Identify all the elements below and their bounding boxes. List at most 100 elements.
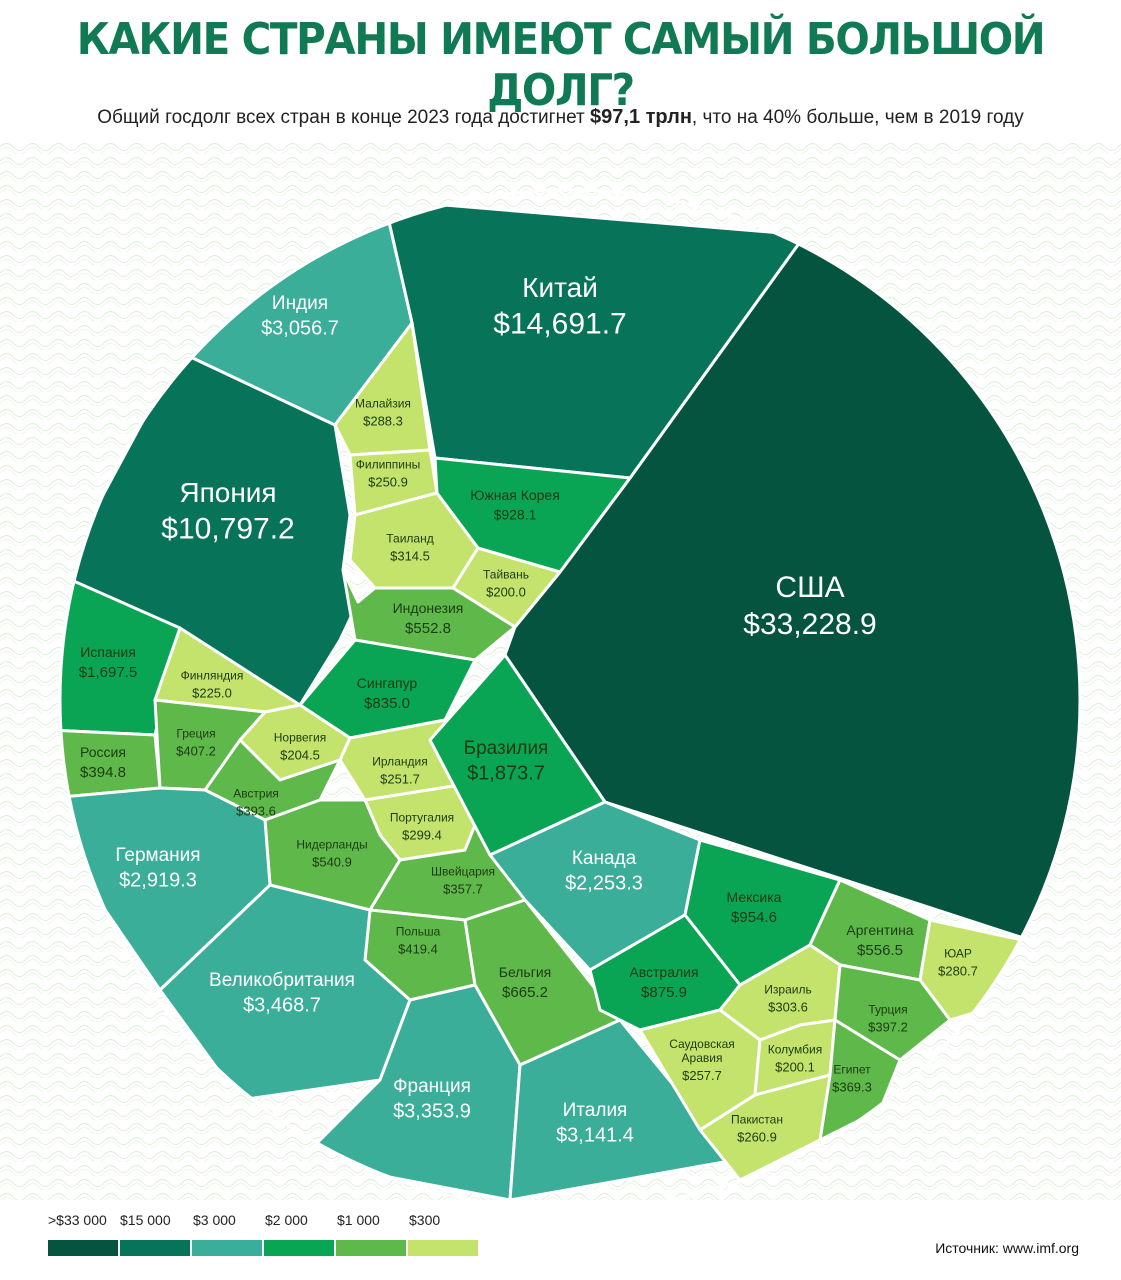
country-27-name-label: Бразилия bbox=[464, 738, 549, 759]
country-18-value-label: $299.4 bbox=[402, 827, 442, 842]
country-29-name-label: Мексика bbox=[727, 889, 782, 905]
country-33-name-label: Израиль bbox=[764, 982, 811, 996]
country-21-value-label: $2,919.3 bbox=[119, 870, 197, 892]
country-37-value-label: $369.3 bbox=[832, 1079, 872, 1094]
country-15-value-label: $204.5 bbox=[280, 747, 320, 762]
country-18-name-label: Португалия bbox=[390, 810, 454, 824]
country-38-name-label: Пакистан bbox=[731, 1112, 783, 1126]
country-24-name-label: Великобритания bbox=[209, 970, 355, 991]
country-25-value-label: $3,353.9 bbox=[393, 1101, 471, 1123]
country-22-name-label: Польша bbox=[396, 924, 441, 938]
country-32-value-label: $875.9 bbox=[641, 984, 687, 1001]
country-10-name-label: Сингапур bbox=[357, 675, 418, 691]
country-3-value-label: $3,056.7 bbox=[261, 318, 339, 340]
country-8-cell bbox=[433, 456, 632, 574]
country-7-name-label: Тайвань bbox=[483, 567, 529, 581]
legend-swatch-4 bbox=[336, 1240, 406, 1256]
country-37-name-label: Египет bbox=[833, 1062, 871, 1076]
country-21-name-label: Германия bbox=[115, 845, 200, 866]
legend-label-3: $2 000 bbox=[265, 1212, 308, 1228]
country-8-value-label: $928.1 bbox=[494, 507, 537, 523]
country-13-name-label: Россия bbox=[80, 744, 126, 760]
legend-label-1: $15 000 bbox=[120, 1212, 171, 1228]
country-0-value-label: $33,228.9 bbox=[743, 608, 876, 641]
country-19-name-label: Нидерланды bbox=[296, 837, 367, 851]
country-35-name-label: Саудовская Аравия bbox=[669, 1037, 735, 1065]
country-1-name-label: Китай bbox=[522, 272, 598, 303]
country-17-value-label: $393.6 bbox=[236, 803, 276, 818]
country-38-value-label: $260.9 bbox=[737, 1129, 777, 1144]
legend-label-0: >$33 000 bbox=[48, 1212, 107, 1228]
legend-label-5: $300 bbox=[409, 1212, 441, 1228]
country-5-value-label: $250.9 bbox=[368, 474, 408, 489]
country-38-cell bbox=[698, 1073, 832, 1182]
country-30-value-label: $556.5 bbox=[857, 942, 903, 959]
country-20-value-label: $357.7 bbox=[443, 881, 483, 896]
country-9-name-label: Индонезия bbox=[393, 600, 464, 616]
chart-outline bbox=[58, 188, 1082, 1212]
country-31-value-label: $280.7 bbox=[938, 963, 978, 978]
country-29-value-label: $954.6 bbox=[731, 909, 777, 926]
country-15-name-label: Норвегия bbox=[274, 730, 327, 744]
country-4-value-label: $288.3 bbox=[363, 413, 403, 428]
page-title: КАКИЕ СТРАНЫ ИМЕЮТ САМЫЙ БОЛЬШОЙ ДОЛГ? bbox=[76, 14, 1046, 116]
country-9-value-label: $552.8 bbox=[405, 620, 451, 637]
legend-swatch-5 bbox=[408, 1240, 478, 1256]
country-32-name-label: Австралия bbox=[629, 964, 698, 980]
country-4-name-label: Малайзия bbox=[355, 396, 411, 410]
country-10-value-label: $835.0 bbox=[364, 695, 410, 712]
subtitle-text-start: Общий госдолг всех стран в конце 2023 го… bbox=[97, 107, 591, 128]
country-20-name-label: Швейцария bbox=[431, 864, 495, 878]
country-8-name-label: Южная Корея bbox=[470, 487, 560, 503]
country-2-value-label: $10,797.2 bbox=[161, 512, 294, 545]
country-14-value-label: $407.2 bbox=[176, 743, 216, 758]
country-31-name-label: ЮАР bbox=[944, 946, 972, 960]
legend-swatch-0 bbox=[48, 1240, 118, 1256]
country-36-value-label: $200.1 bbox=[775, 1059, 815, 1074]
country-33-value-label: $303.6 bbox=[768, 999, 808, 1014]
country-34-name-label: Турция bbox=[868, 1002, 907, 1016]
country-30-name-label: Аргентина bbox=[846, 922, 913, 938]
legend-swatch-3 bbox=[264, 1240, 334, 1256]
country-11-value-label: $1,697.5 bbox=[79, 664, 137, 681]
country-12-name-label: Финляндия bbox=[181, 668, 244, 682]
country-34-value-label: $397.2 bbox=[868, 1019, 908, 1034]
country-35-value-label: $257.7 bbox=[682, 1068, 722, 1083]
country-36-name-label: Колумбия bbox=[768, 1042, 822, 1056]
country-16-value-label: $251.7 bbox=[380, 771, 420, 786]
country-3-name-label: Индия bbox=[272, 293, 328, 314]
country-6-name-label: Таиланд bbox=[386, 531, 433, 545]
country-25-name-label: Франция bbox=[393, 1076, 471, 1097]
subtitle-text-end: , что на 40% больше, чем в 2019 году bbox=[691, 107, 1024, 128]
country-26-name-label: Италия bbox=[563, 1100, 628, 1121]
country-16-name-label: Ирландия bbox=[372, 754, 427, 768]
legend-label-2: $3 000 bbox=[193, 1212, 236, 1228]
country-12-value-label: $225.0 bbox=[192, 685, 232, 700]
country-23-name-label: Бельгия bbox=[499, 964, 551, 980]
country-5-name-label: Филиппины bbox=[356, 457, 420, 471]
legend-swatch-1 bbox=[120, 1240, 190, 1256]
country-28-value-label: $2,253.3 bbox=[565, 873, 643, 895]
country-2-name-label: Япония bbox=[179, 477, 276, 508]
country-22-value-label: $419.4 bbox=[398, 941, 438, 956]
country-24-value-label: $3,468.7 bbox=[243, 995, 321, 1017]
country-1-value-label: $14,691.7 bbox=[493, 307, 626, 340]
country-11-name-label: Испания bbox=[80, 644, 136, 660]
country-19-value-label: $540.9 bbox=[312, 854, 352, 869]
country-27-value-label: $1,873.7 bbox=[467, 763, 545, 785]
page-subtitle: Общий госдолг всех стран в конце 2023 го… bbox=[0, 106, 1121, 129]
subtitle-total-debt: $97,1 трлн bbox=[590, 106, 692, 128]
country-28-name-label: Канада bbox=[572, 848, 637, 869]
country-24-cell bbox=[158, 883, 412, 1102]
legend-swatch-2 bbox=[192, 1240, 262, 1256]
country-13-value-label: $394.8 bbox=[80, 764, 126, 781]
country-6-value-label: $314.5 bbox=[390, 548, 430, 563]
source-note: Источник: www.imf.org bbox=[935, 1240, 1079, 1256]
country-14-name-label: Греция bbox=[176, 726, 215, 740]
legend-label-4: $1 000 bbox=[337, 1212, 380, 1228]
country-7-value-label: $200.0 bbox=[486, 584, 526, 599]
country-0-name-label: США bbox=[775, 571, 844, 604]
country-23-value-label: $665.2 bbox=[502, 984, 548, 1001]
country-26-value-label: $3,141.4 bbox=[556, 1125, 634, 1147]
